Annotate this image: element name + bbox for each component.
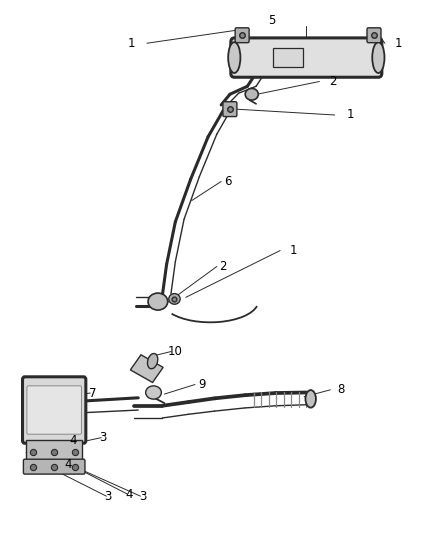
- Polygon shape: [131, 355, 163, 383]
- Ellipse shape: [372, 42, 385, 73]
- Text: 2: 2: [219, 260, 227, 273]
- Text: 6: 6: [224, 175, 231, 188]
- Text: 9: 9: [198, 378, 205, 391]
- Text: 3: 3: [104, 490, 111, 503]
- Text: 4: 4: [126, 488, 133, 500]
- FancyBboxPatch shape: [26, 440, 82, 462]
- FancyBboxPatch shape: [367, 28, 381, 43]
- Text: 4: 4: [65, 458, 72, 471]
- Ellipse shape: [228, 42, 240, 73]
- Text: 4: 4: [69, 434, 77, 447]
- Text: 1: 1: [346, 109, 354, 122]
- FancyBboxPatch shape: [223, 102, 237, 117]
- Text: 2: 2: [329, 75, 336, 88]
- Text: 7: 7: [88, 386, 96, 400]
- Ellipse shape: [146, 386, 161, 399]
- FancyBboxPatch shape: [235, 28, 249, 43]
- Ellipse shape: [148, 293, 168, 310]
- Text: 10: 10: [168, 345, 183, 358]
- Ellipse shape: [245, 88, 258, 100]
- Text: 1: 1: [290, 244, 297, 257]
- FancyBboxPatch shape: [231, 38, 382, 77]
- Text: 1: 1: [394, 37, 402, 50]
- FancyBboxPatch shape: [23, 459, 85, 474]
- Text: 5: 5: [268, 14, 275, 27]
- Text: 8: 8: [338, 383, 345, 397]
- Text: 3: 3: [139, 490, 146, 503]
- Ellipse shape: [305, 390, 316, 408]
- Ellipse shape: [148, 353, 158, 369]
- Ellipse shape: [169, 294, 180, 304]
- FancyBboxPatch shape: [27, 386, 81, 434]
- FancyBboxPatch shape: [22, 377, 86, 443]
- Text: 3: 3: [99, 431, 107, 444]
- Text: 1: 1: [128, 37, 135, 50]
- FancyBboxPatch shape: [273, 48, 303, 67]
